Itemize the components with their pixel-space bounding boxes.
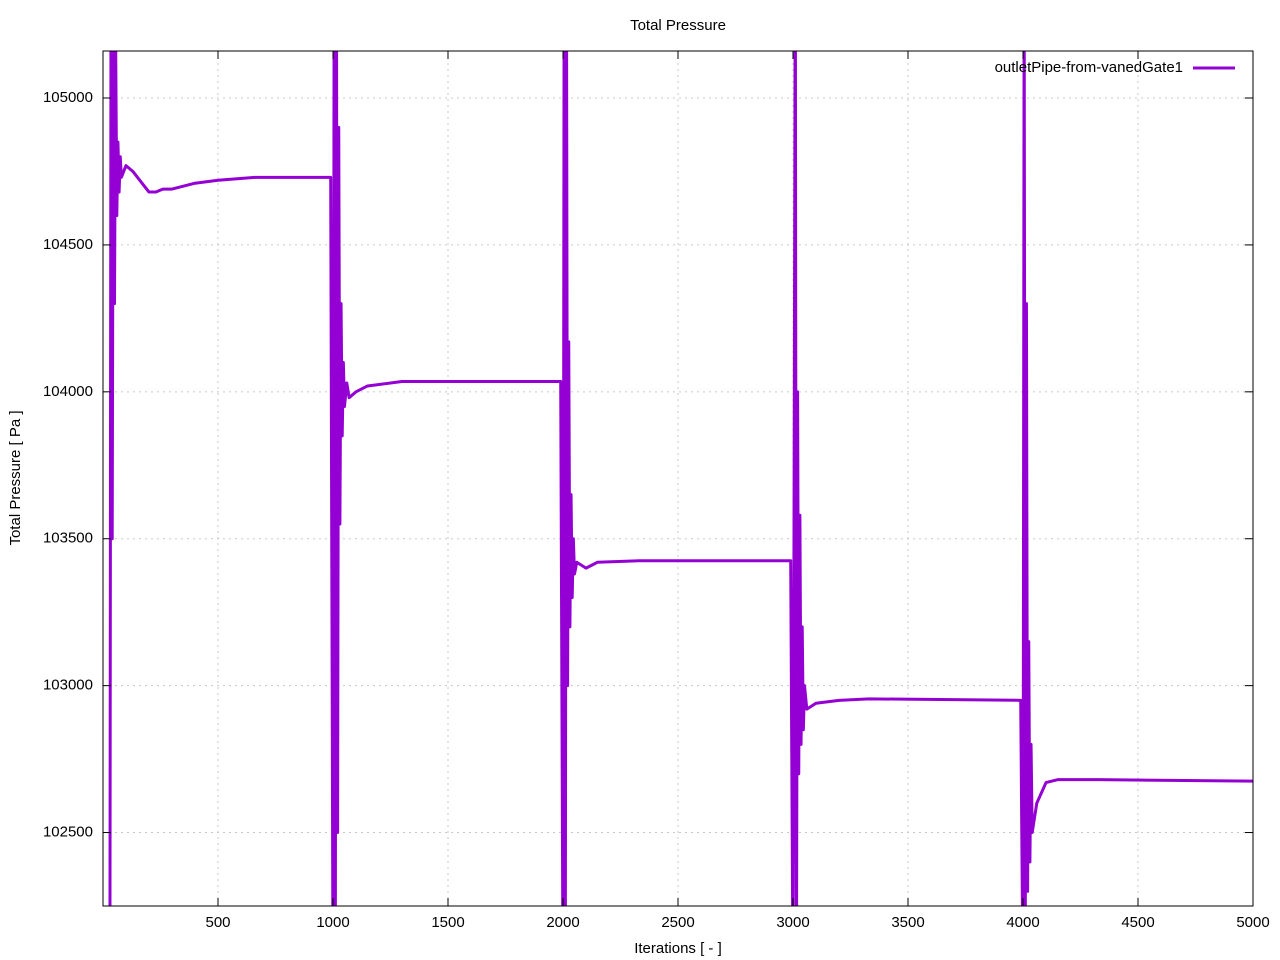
- y-tick-label: 104000: [43, 383, 93, 400]
- x-tick-label: 500: [205, 914, 230, 931]
- x-tick-label: 3500: [891, 914, 924, 931]
- grid: [103, 51, 1254, 906]
- y-tick-label: 105000: [43, 89, 93, 106]
- x-tick-label: 2000: [546, 914, 579, 931]
- y-tick-label: 104500: [43, 236, 93, 253]
- legend-label: outletPipe-from-vanedGate1: [995, 59, 1183, 76]
- y-tick-label: 102500: [43, 824, 93, 841]
- data-line: [108, 51, 1253, 906]
- y-tick-label: 103000: [43, 677, 93, 694]
- y-tick-label: 103500: [43, 530, 93, 547]
- x-tick-label: 5000: [1236, 914, 1269, 931]
- chart-title: Total Pressure: [630, 17, 726, 34]
- x-tick-label: 4000: [1006, 914, 1039, 931]
- x-axis-label: Iterations [ - ]: [634, 940, 722, 957]
- y-axis-label: Total Pressure [ Pa ]: [7, 410, 24, 545]
- plot-area: [108, 51, 1253, 906]
- x-tick-label: 4500: [1121, 914, 1154, 931]
- x-tick-label: 2500: [661, 914, 694, 931]
- x-tick-label: 1000: [316, 914, 349, 931]
- x-tick-label: 3000: [776, 914, 809, 931]
- x-tick-label: 1500: [431, 914, 464, 931]
